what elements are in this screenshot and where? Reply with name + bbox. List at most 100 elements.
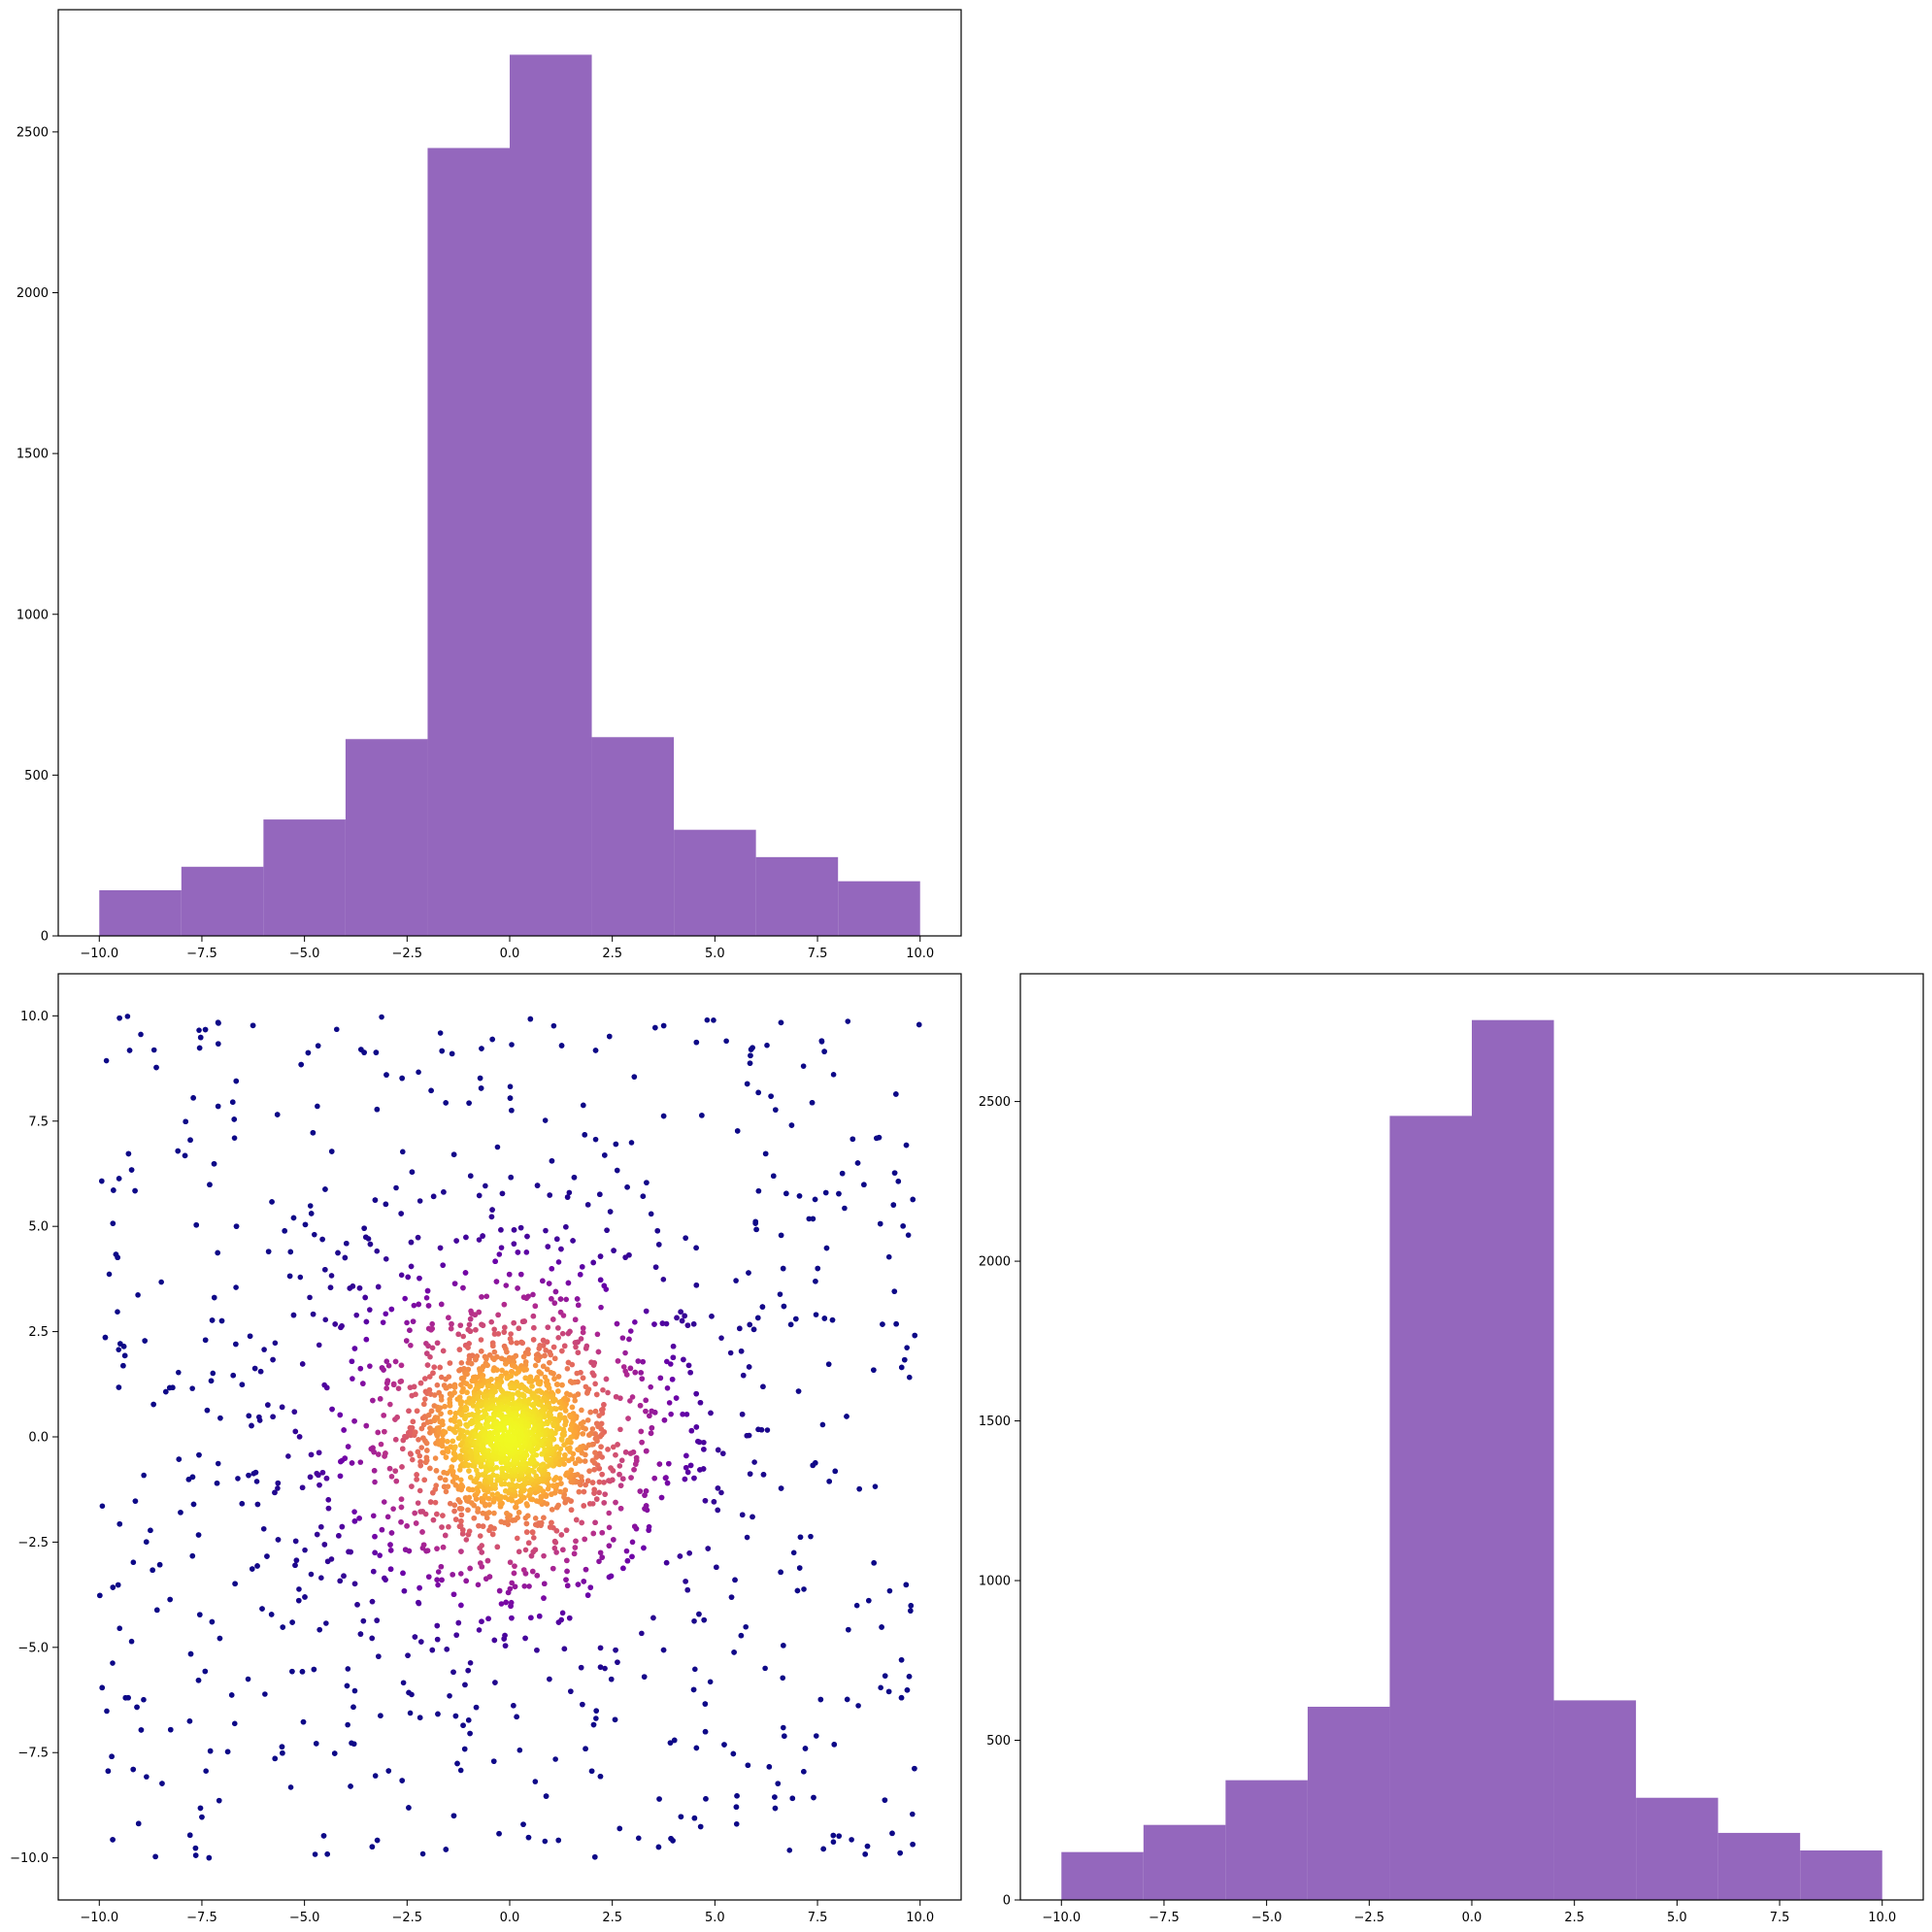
scatter-point xyxy=(310,1311,316,1317)
scatter-point xyxy=(746,1364,752,1370)
scatter-point xyxy=(806,1216,813,1222)
scatter-point xyxy=(551,1545,558,1551)
scatter-point xyxy=(296,1434,303,1440)
scatter-point xyxy=(447,1382,453,1389)
scatter-point xyxy=(454,1760,460,1767)
scatter-point xyxy=(152,1853,158,1860)
scatter-point xyxy=(319,1469,326,1476)
scatter-point xyxy=(423,1454,430,1461)
scatter-point xyxy=(607,1209,614,1215)
scatter-point xyxy=(559,1330,566,1337)
scatter-point xyxy=(450,1151,457,1157)
scatter-point xyxy=(501,1301,508,1308)
scatter-point xyxy=(424,1362,431,1368)
scatter-point xyxy=(538,1370,545,1377)
scatter-point xyxy=(592,1853,598,1860)
histogram-top-left: −10.0 −7.5 −5.0 −2.5 0.0 2.5 5.0 7.5 10.00500100… xyxy=(17,9,962,961)
scatter-point xyxy=(467,1173,474,1180)
scatter-point xyxy=(551,1376,557,1382)
scatter-point xyxy=(230,1372,237,1379)
scatter-point xyxy=(755,1426,761,1433)
scatter-point xyxy=(442,1403,448,1410)
scatter-point xyxy=(437,1364,443,1371)
scatter-point xyxy=(111,1187,117,1193)
scatter-point xyxy=(568,1507,575,1514)
scatter-point xyxy=(578,1664,584,1671)
scatter-point xyxy=(458,1506,465,1512)
scatter-point xyxy=(434,1636,441,1643)
scatter-point xyxy=(466,1528,473,1534)
scatter-point xyxy=(403,1338,410,1344)
scatter-point xyxy=(128,1638,135,1645)
scatter-point xyxy=(573,1516,580,1523)
scatter-point xyxy=(656,1796,662,1802)
scatter-point xyxy=(602,1491,608,1497)
scatter-point xyxy=(416,1584,422,1591)
scatter-point xyxy=(547,1192,553,1198)
scatter-point xyxy=(593,1454,600,1460)
scatter-point xyxy=(912,1332,918,1339)
scatter-point xyxy=(509,1580,515,1586)
scatter-point xyxy=(862,1851,868,1857)
scatter-point xyxy=(882,1797,888,1803)
scatter-point xyxy=(408,1239,415,1246)
scatter-point xyxy=(602,1665,608,1672)
scatter-point xyxy=(542,1352,548,1359)
scatter-point xyxy=(721,1742,727,1748)
scatter-point xyxy=(405,1652,411,1658)
scatter-point xyxy=(682,1313,687,1319)
scatter-point xyxy=(150,1567,155,1574)
scatter-point xyxy=(321,1542,328,1548)
scatter-point xyxy=(440,1421,446,1428)
scatter-point xyxy=(344,1240,350,1247)
scatter-point xyxy=(375,1451,382,1457)
scatter-point xyxy=(400,1570,406,1577)
scatter-point xyxy=(590,1530,597,1537)
scatter-point xyxy=(153,1607,160,1614)
scatter-point xyxy=(895,1179,902,1184)
scatter-point xyxy=(383,1358,390,1365)
scatter-point xyxy=(568,1422,575,1428)
scatter-point xyxy=(548,1370,554,1376)
scatter-point xyxy=(787,1321,794,1328)
scatter-point xyxy=(313,1741,319,1747)
scatter-point xyxy=(488,1318,495,1325)
scatter-point xyxy=(681,1356,686,1363)
scatter-point xyxy=(790,1549,797,1556)
scatter-point xyxy=(632,1319,638,1325)
scatter-point xyxy=(465,1507,471,1514)
scatter-point xyxy=(377,1552,383,1558)
scatter-point xyxy=(399,1075,405,1082)
scatter-point xyxy=(444,1646,450,1652)
scatter-point xyxy=(445,1449,451,1454)
scatter-point xyxy=(764,1427,771,1433)
scatter-point xyxy=(547,1676,552,1682)
scatter-point xyxy=(345,1721,350,1728)
scatter-point xyxy=(601,1402,607,1408)
scatter-point xyxy=(502,1632,508,1639)
scatter-point xyxy=(328,1556,335,1562)
scatter-point xyxy=(450,1479,456,1484)
scatter-point xyxy=(780,1265,786,1272)
scatter-point xyxy=(138,1031,144,1038)
scatter-point xyxy=(592,1136,599,1143)
scatter-point xyxy=(649,1424,655,1431)
scatter-point xyxy=(434,1577,440,1582)
scatter-point xyxy=(657,1375,664,1382)
scatter-point xyxy=(683,1452,689,1459)
scatter-point xyxy=(457,1401,464,1408)
scatter-point xyxy=(279,1404,285,1411)
scatter-point xyxy=(195,1532,202,1538)
scatter-point xyxy=(132,1498,139,1504)
scatter-point xyxy=(514,1535,520,1542)
scatter-point xyxy=(477,1075,483,1082)
scatter-point xyxy=(592,1408,599,1415)
scatter-point xyxy=(483,1412,489,1417)
scatter-point xyxy=(150,1047,157,1053)
scatter-point xyxy=(393,1184,399,1191)
scatter-point xyxy=(549,1491,554,1497)
scatter-point xyxy=(684,1586,691,1593)
scatter-point xyxy=(233,1284,239,1290)
scatter-point xyxy=(406,1548,413,1554)
scatter-point xyxy=(500,1427,507,1434)
